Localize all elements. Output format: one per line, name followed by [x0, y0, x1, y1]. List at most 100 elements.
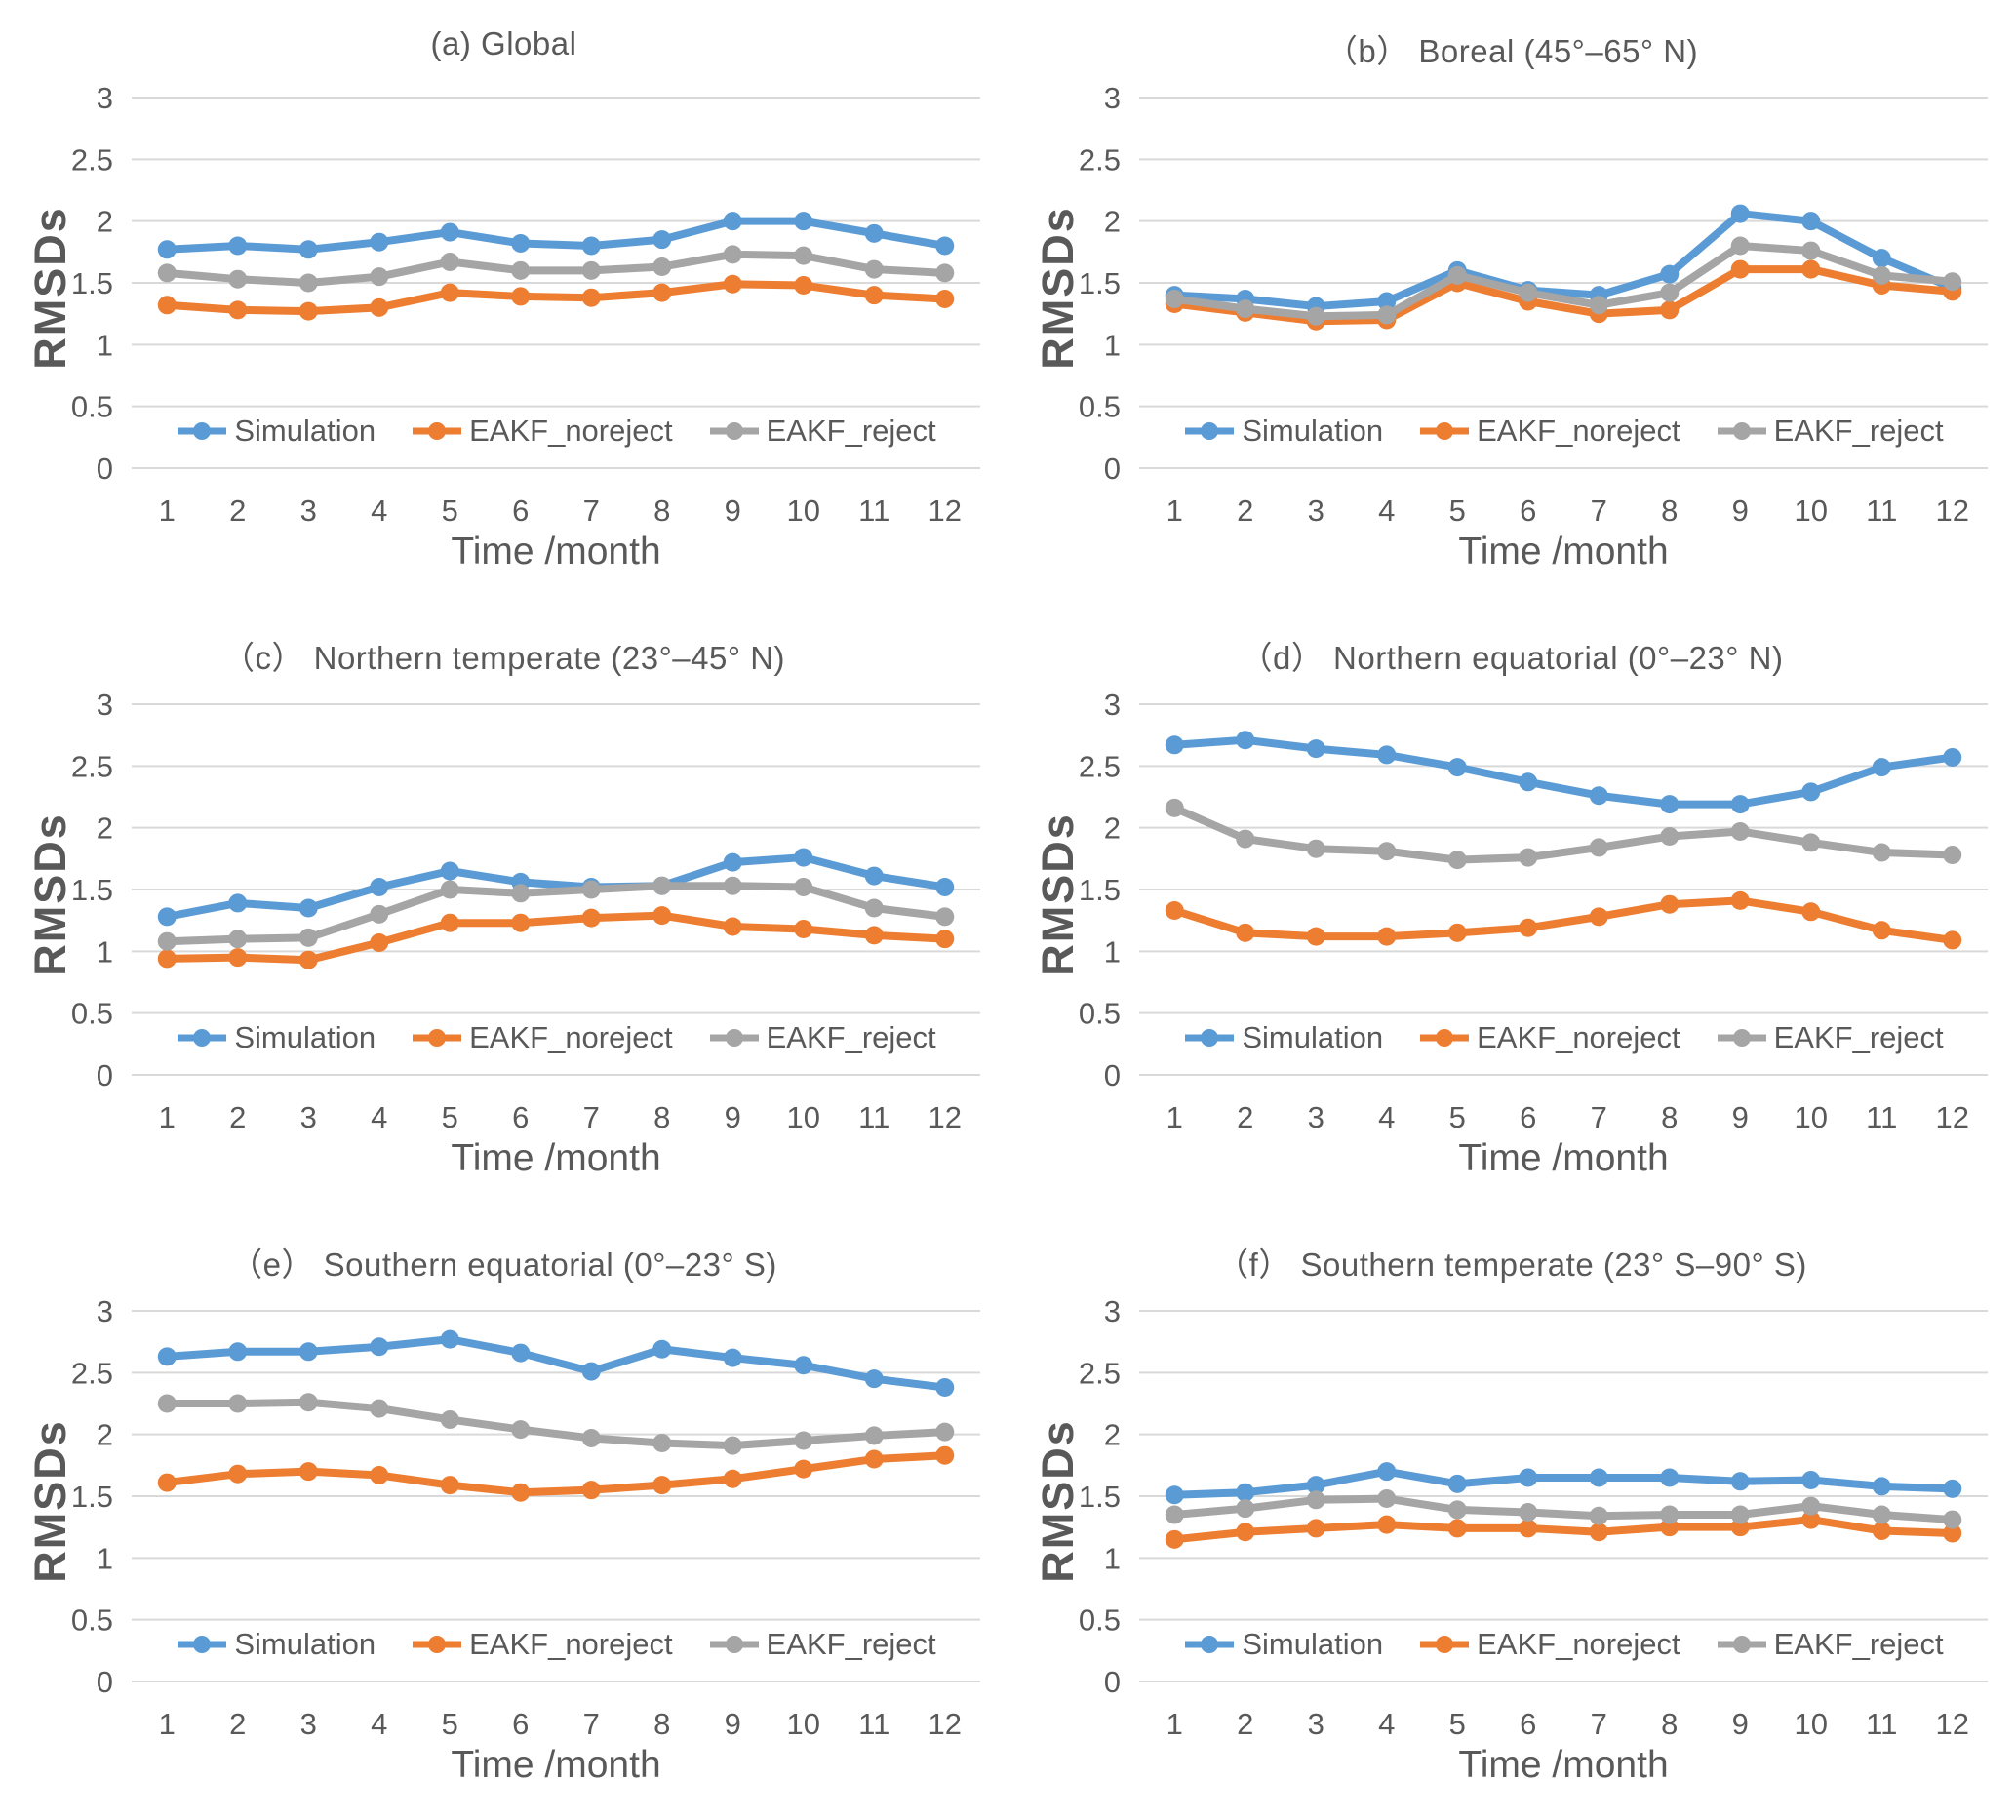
y-tick-label: 1.5: [71, 873, 113, 907]
x-tick-label: 11: [1866, 494, 1897, 528]
data-point: [228, 948, 248, 968]
y-tick-label: 2.5: [71, 749, 113, 783]
data-point: [864, 926, 884, 945]
legend-item-eakf-noreject: EAKF_noreject: [411, 1020, 673, 1055]
data-point: [935, 236, 955, 256]
data-point: [652, 876, 672, 895]
data-point: [1872, 265, 1891, 285]
legend-item-eakf-noreject: EAKF_noreject: [411, 414, 673, 449]
legend-label: EAKF_reject: [1773, 1627, 1944, 1661]
series-eakf_noreject: [157, 1445, 955, 1502]
data-point: [1872, 843, 1891, 862]
data-point: [1377, 1462, 1397, 1482]
x-tick-label: 11: [1866, 1707, 1897, 1741]
data-point: [370, 904, 389, 924]
data-point: [935, 907, 955, 927]
line-marker-icon: [178, 422, 227, 440]
panel-title: （c） Northern temperate (23°–45° N): [221, 640, 786, 676]
line-marker-icon: [1717, 422, 1766, 440]
y-tick-label: 3: [97, 81, 113, 115]
data-point: [157, 1394, 177, 1413]
data-point: [1660, 894, 1680, 914]
chart-canvas: 00.511.522.531 2 3 4 5 6 7 8 9 10 11 12: [71, 688, 980, 1134]
y-tick-label: 2.5: [71, 142, 113, 177]
series-simulation: [157, 848, 955, 927]
data-point: [1943, 1510, 1962, 1529]
x-tick-label: 8: [653, 1707, 670, 1741]
data-point: [1447, 265, 1467, 285]
data-point: [1801, 1510, 1821, 1529]
data-point: [723, 1348, 742, 1367]
legend-label: EAKF_noreject: [469, 1020, 673, 1054]
x-tick-label: 5: [1449, 1707, 1466, 1741]
data-point: [794, 1431, 813, 1450]
data-point: [794, 276, 813, 296]
data-point: [228, 893, 248, 913]
series-simulation: [1165, 1462, 1962, 1505]
x-axis-label: Time /month: [1458, 1744, 1669, 1786]
data-point: [298, 301, 318, 321]
data-point: [1306, 739, 1325, 759]
x-tick-label: 6: [1520, 1100, 1536, 1134]
legend: Simulation EAKF_noreject EAKF_reject: [132, 412, 980, 451]
data-point: [1519, 1519, 1538, 1538]
x-tick-label: 10: [787, 1707, 820, 1741]
line-marker-icon: [413, 1636, 462, 1653]
y-tick-label: 1: [97, 328, 113, 362]
data-point: [1236, 1499, 1255, 1519]
x-tick-labels: 1 2 3 4 5 6 7 8 9 10 11 12: [1166, 1100, 1969, 1134]
data-point: [1589, 1506, 1608, 1525]
x-tick-label: 7: [1591, 494, 1607, 528]
data-point: [298, 898, 318, 918]
data-point: [298, 1393, 318, 1412]
data-point: [1306, 839, 1325, 858]
x-tick-label: 4: [1378, 1707, 1395, 1741]
legend-label: EAKF_reject: [766, 414, 936, 448]
data-point: [370, 1465, 389, 1484]
data-point: [864, 1449, 884, 1469]
y-tick-label: 3: [97, 1294, 113, 1328]
panel-d-northern-equatorial: 0 0.5 1 1.5 2 2.5 3 1 2 3 4 5 6 7 8 9 10 11 12 （d） Norther…: [1008, 607, 2016, 1213]
data-point: [228, 1464, 248, 1484]
y-tick-label: 0: [1104, 1665, 1121, 1699]
data-point: [157, 240, 177, 259]
line-marker-icon: [1420, 1029, 1470, 1047]
data-point: [935, 263, 955, 283]
y-tick-label: 2: [1104, 811, 1121, 846]
data-point: [1306, 1490, 1325, 1510]
series-eakf_noreject: [1165, 890, 1962, 950]
x-tick-label: 12: [929, 494, 962, 528]
x-tick-label: 1: [1166, 494, 1183, 528]
data-point: [581, 260, 601, 280]
y-tick-label: 1: [1104, 934, 1121, 969]
line-marker-icon: [709, 422, 759, 440]
data-point: [511, 287, 531, 306]
data-point: [298, 240, 318, 259]
y-tick-label: 1: [97, 934, 113, 969]
data-point: [1377, 745, 1397, 765]
line-marker-icon: [1185, 422, 1235, 440]
x-tick-label: 11: [858, 1100, 889, 1134]
data-point: [1377, 305, 1397, 325]
data-point: [652, 230, 672, 250]
data-point: [298, 1342, 318, 1362]
data-point: [370, 932, 389, 952]
data-point: [370, 232, 389, 252]
data-point: [723, 917, 742, 936]
x-tick-label: 9: [725, 1707, 741, 1741]
legend-item-eakf-reject: EAKF_reject: [1716, 414, 1944, 449]
data-point: [1730, 890, 1750, 910]
series-eakf_reject: [1165, 798, 1962, 870]
legend-item-eakf-reject: EAKF_reject: [708, 1627, 936, 1662]
x-tick-label: 6: [512, 494, 529, 528]
legend-item-eakf-reject: EAKF_reject: [1716, 1020, 1944, 1055]
data-point: [581, 1428, 601, 1447]
data-point: [652, 1434, 672, 1453]
data-point: [370, 1337, 389, 1357]
line-marker-icon: [1717, 1636, 1766, 1653]
x-tick-label: 10: [1795, 1707, 1828, 1741]
y-tick-label: 0: [97, 452, 113, 486]
data-point: [1165, 735, 1184, 755]
data-point: [794, 1459, 813, 1479]
